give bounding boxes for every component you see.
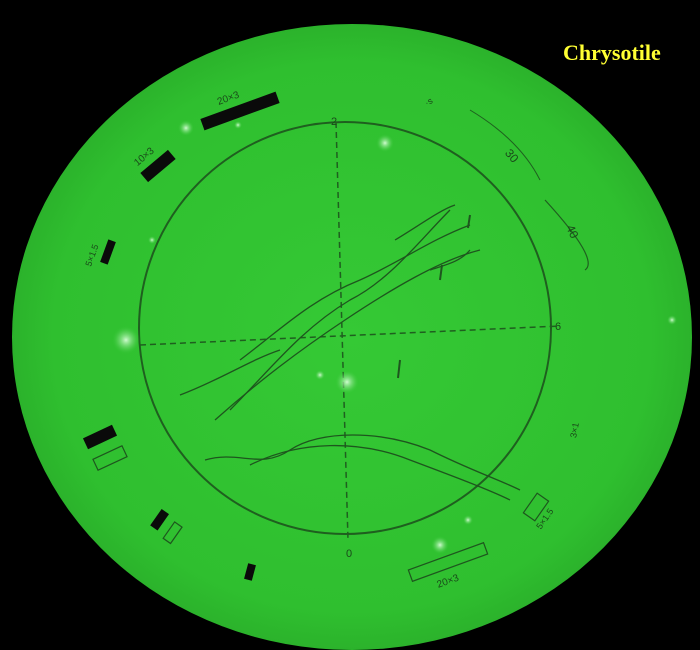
- sizing-box-3x1-filled: [82, 424, 118, 450]
- svg-text:·s: ·s: [423, 95, 435, 108]
- short-fibres: [397, 214, 471, 379]
- image-title: Chrysotile: [563, 40, 661, 65]
- green-field: [12, 24, 692, 650]
- scale-label-40: 40: [563, 223, 581, 241]
- sizing-box-3x1-outline: [92, 445, 128, 471]
- debris-spots: [112, 120, 677, 554]
- axis-label-right: 6: [555, 321, 561, 333]
- scale-arc: [544, 199, 589, 271]
- axis-label-top: 2: [331, 116, 337, 128]
- sizing-box-1x0-5-outline: [162, 521, 183, 545]
- crosshair-horizontal: [139, 325, 561, 346]
- fibres: [179, 204, 521, 501]
- sizing-label-top: ·s: [423, 95, 435, 108]
- sizing-box-1x0-5-filled: [150, 508, 170, 531]
- axis-label-bottom: 0: [346, 548, 352, 560]
- scale-arc: [469, 109, 541, 181]
- graticule-circle: [138, 121, 552, 535]
- sizing-box-small-filled: [244, 563, 256, 581]
- svg-text:3×1: 3×1: [568, 422, 581, 439]
- sizing-label-right: 3×1: [568, 422, 581, 439]
